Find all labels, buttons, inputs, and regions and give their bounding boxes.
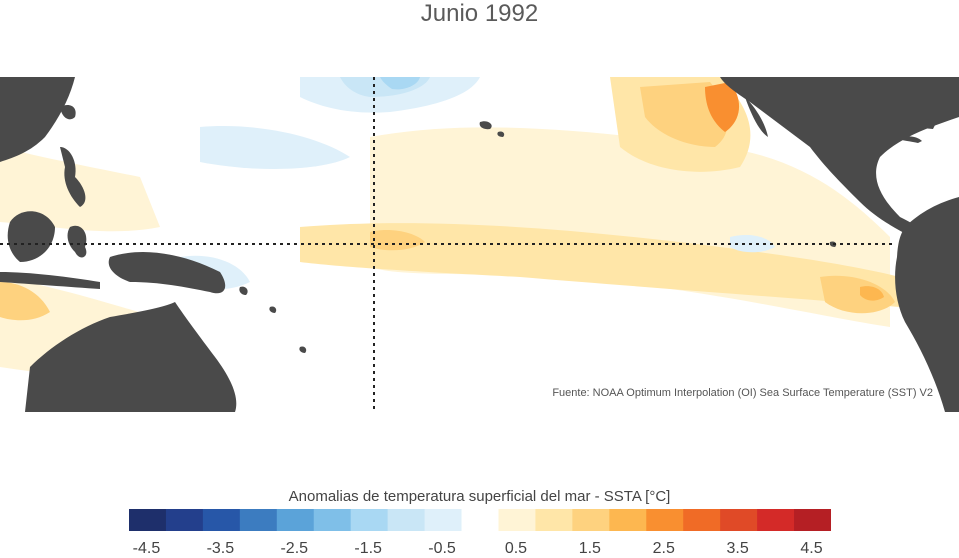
- colorbar-swatch: [350, 509, 389, 531]
- colorbar-tick-label: -0.5: [428, 540, 456, 557]
- colorbar-swatch: [572, 509, 610, 531]
- borneo: [7, 211, 56, 262]
- colorbar-swatch: [720, 509, 758, 531]
- sulawesi: [67, 225, 87, 258]
- new-guinea: [108, 252, 226, 294]
- data-source-label: Fuente: NOAA Optimum Interpolation (OI) …: [552, 387, 933, 399]
- guide-lines: [0, 77, 895, 412]
- colorbar-swatch: [202, 509, 241, 531]
- colorbar-tick-label: 1.5: [578, 540, 601, 557]
- colorbar-swatch: [129, 509, 167, 531]
- colorbar-swatch: [757, 509, 795, 531]
- colorbar-tick-label: -2.5: [280, 540, 309, 557]
- colorbar-swatch: [165, 509, 204, 531]
- colorbar-swatch: [535, 509, 573, 531]
- colorbar-tick-label: -3.5: [206, 540, 235, 557]
- java: [0, 272, 100, 289]
- colorbar-tick-label: 2.5: [652, 540, 675, 557]
- philippines: [60, 147, 86, 207]
- north-america: [720, 77, 959, 247]
- land-masses: [0, 77, 959, 412]
- sst-anomaly-map: [0, 77, 959, 412]
- colorbar-swatch: [683, 509, 721, 531]
- colorbar-swatch: [239, 509, 278, 531]
- colorbar-tick-label: -1.5: [354, 540, 382, 557]
- colorbar: [129, 509, 831, 531]
- colorbar-swatch: [387, 509, 426, 531]
- colorbar-tick-label: 4.5: [800, 540, 823, 557]
- colorbar-swatch: [276, 509, 315, 531]
- colorbar-tick-label: 3.5: [726, 540, 749, 557]
- colorbar-tick-label: -4.5: [132, 540, 161, 557]
- south-america: [895, 197, 959, 412]
- map-title: Junio 1992: [420, 0, 539, 27]
- colorbar-swatch: [424, 509, 463, 531]
- colorbar-swatch: [794, 509, 831, 531]
- colorbar-swatch: [313, 509, 352, 531]
- colorbar-swatch: [609, 509, 647, 531]
- australia: [25, 302, 237, 412]
- colorbar-swatch: [646, 509, 684, 531]
- baja-california: [745, 97, 768, 137]
- asia-land: [0, 77, 75, 162]
- colorbar-swatch: [498, 509, 536, 531]
- japan-islands: [60, 105, 76, 120]
- colorbar-title: Anomalias de temperatura superficial del…: [288, 488, 671, 505]
- colorbar-tick-label: 0.5: [504, 540, 528, 557]
- colorbar-swatch: [461, 509, 499, 531]
